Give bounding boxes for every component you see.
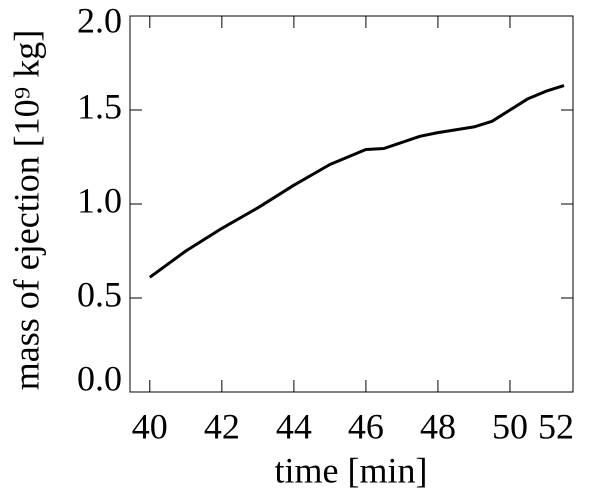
x-tick-label: 52 — [538, 406, 574, 446]
x-axis-title: time [min] — [275, 450, 428, 490]
y-tick-label: 1.5 — [77, 86, 122, 126]
y-axis-title: mass of ejection [10⁹ kg] — [6, 30, 46, 390]
x-tick-label: 50 — [492, 406, 528, 446]
x-tick-label: 42 — [204, 406, 240, 446]
plot-frame — [129, 15, 574, 393]
x-tick-label: 46 — [348, 406, 384, 446]
x-tick-label: 44 — [276, 406, 312, 446]
x-tick-label: 40 — [132, 406, 168, 446]
x-tick-label: 48 — [420, 406, 456, 446]
y-tick-label: 1.0 — [77, 180, 122, 220]
y-tick-label: 2.0 — [77, 0, 122, 40]
y-tick-label: 0.0 — [77, 358, 122, 398]
data-line — [148, 84, 565, 279]
y-tick-label: 0.5 — [77, 274, 122, 314]
